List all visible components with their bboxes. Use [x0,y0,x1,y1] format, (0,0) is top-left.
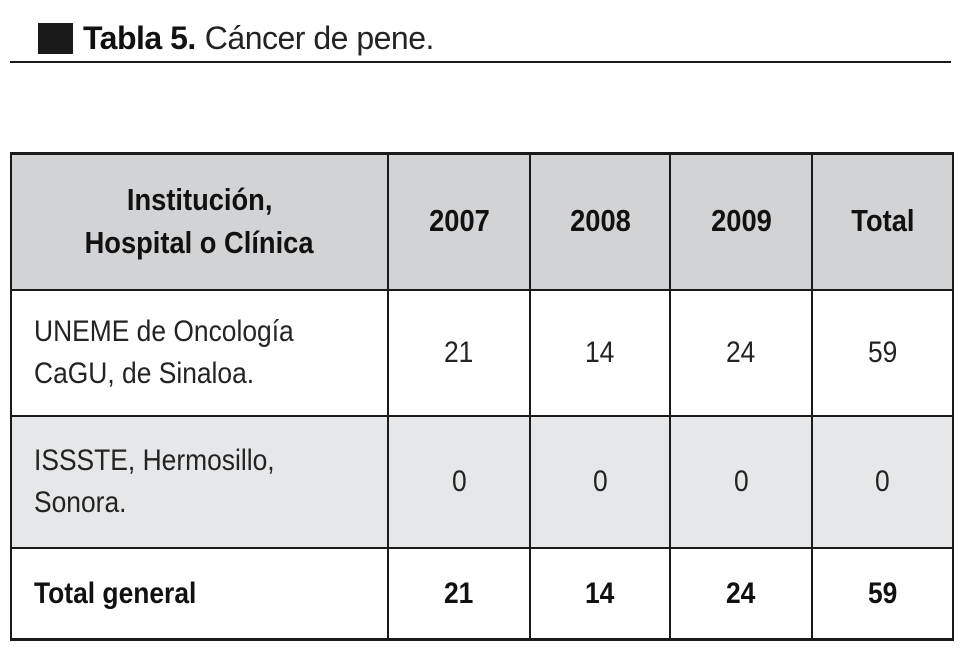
institution-name-line1: ISSSTE, Hermosillo, [34,444,275,478]
data-table: Institución, Hospital o Clínica 2007 200… [10,152,954,641]
column-header-2009-label: 2009 [710,203,772,239]
column-header-2009: 2009 [669,152,813,291]
value-cell-total: 0 [811,414,954,549]
value-cell-2007: 0 [387,414,531,549]
column-header-2008-label: 2008 [569,203,631,239]
column-header-2007-label: 2007 [428,203,490,239]
value-2009: 24 [726,335,756,369]
value-total: 59 [867,335,898,369]
total-2009: 24 [726,576,756,610]
institution-name-line2: Sonora. [34,485,127,519]
total-general-label-cell: Total general [10,546,389,641]
value-2007: 0 [451,464,467,498]
table-caption-text: Cáncer de pene. [204,19,435,56]
table-caption: Tabla 5. Cáncer de pene. [38,20,434,56]
total-total: 59 [867,576,898,610]
column-header-total-label: Total [850,203,915,239]
column-header-institution: Institución, Hospital o Clínica [10,152,389,291]
value-2007: 21 [444,335,474,369]
column-header-institution-line2: Hospital o Clínica [85,224,314,260]
value-total: 0 [875,464,890,498]
total-2007: 21 [444,576,474,610]
column-header-2008: 2008 [529,152,671,291]
table-caption-label: Tabla 5. [83,19,196,56]
value-cell-2007: 21 [387,288,531,417]
institution-cell: ISSSTE, Hermosillo, Sonora. [10,414,389,549]
value-2009: 0 [733,464,749,498]
black-square-bullet-icon [38,22,73,54]
value-cell-2008: 14 [529,288,671,417]
column-header-2007: 2007 [387,152,531,291]
institution-name-line2: CaGU, de Sinaloa. [34,356,255,390]
value-cell-total: 59 [811,288,954,417]
total-general-label: Total general [34,576,197,610]
total-2008: 14 [585,576,615,610]
value-2008: 14 [585,335,615,369]
institution-cell: UNEME de Oncología CaGU, de Sinaloa. [10,288,389,417]
column-header-institution-line1: Institución, [126,181,273,217]
total-cell-total: 59 [811,546,954,641]
total-cell-2007: 21 [387,546,531,641]
caption-divider [10,61,951,63]
value-cell-2008: 0 [529,414,671,549]
value-cell-2009: 0 [669,414,813,549]
value-2008: 0 [592,464,608,498]
value-cell-2009: 24 [669,288,813,417]
table-row-uneme: UNEME de Oncología CaGU, de Sinaloa. 21 … [10,288,954,417]
institution-name-line1: UNEME de Oncología [34,315,294,349]
total-cell-2009: 24 [669,546,813,641]
total-cell-2008: 14 [529,546,671,641]
table-row-total-general: Total general 21 14 24 59 [10,546,954,641]
column-header-total: Total [811,152,954,291]
table-row-issste: ISSSTE, Hermosillo, Sonora. 0 0 0 0 [10,414,954,549]
table-header-row: Institución, Hospital o Clínica 2007 200… [10,152,954,291]
